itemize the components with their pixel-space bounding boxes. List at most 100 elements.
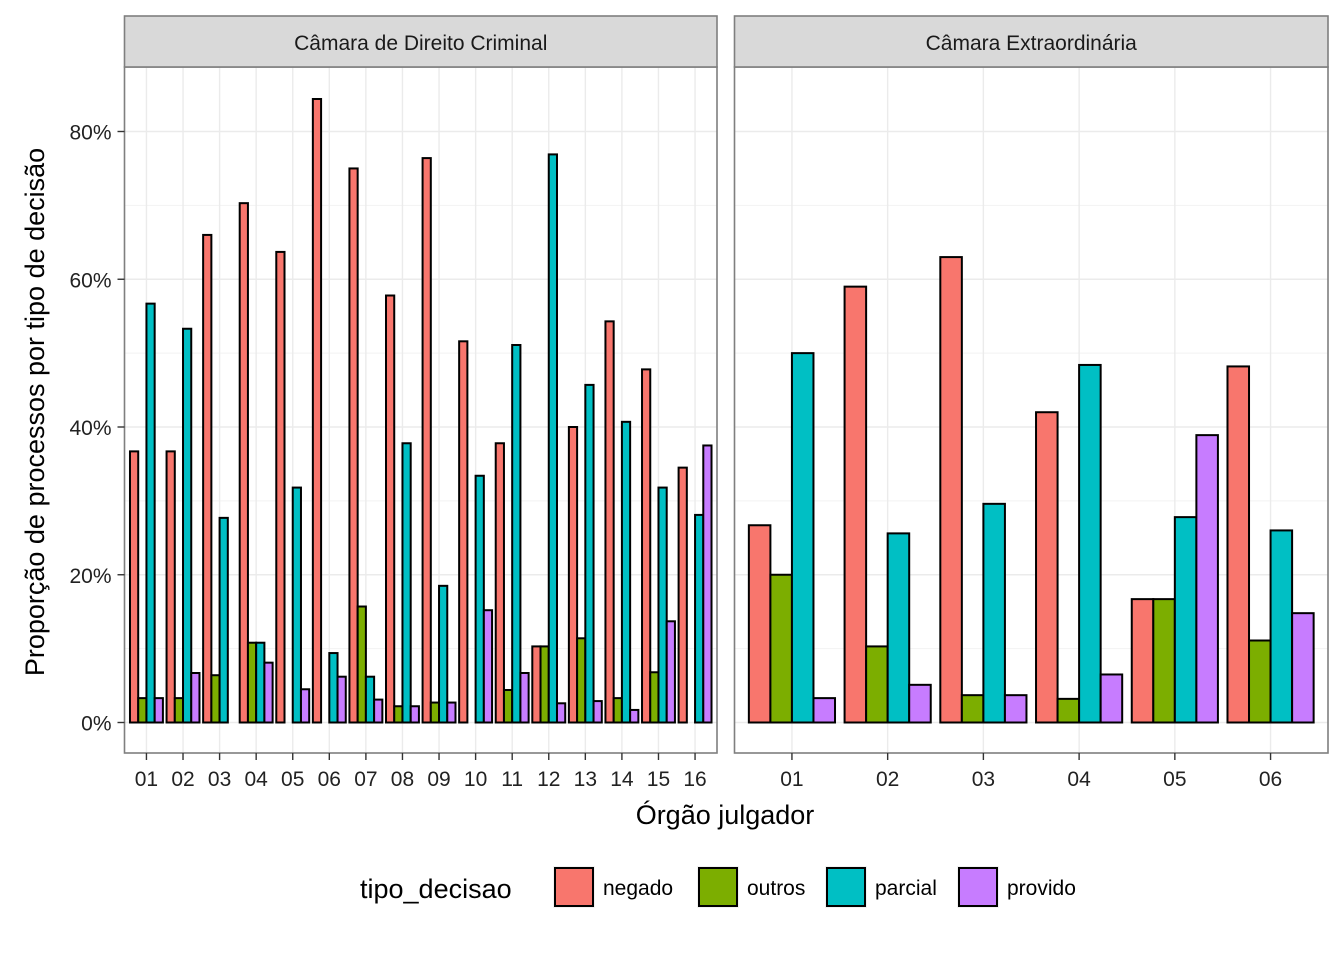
bar-parcial-02 bbox=[886, 532, 911, 724]
bar-outros-14 bbox=[612, 697, 623, 724]
bar-outros-06 bbox=[1248, 639, 1272, 724]
bar-outros-03 bbox=[960, 694, 985, 724]
bar-negado-14 bbox=[604, 320, 615, 724]
bar-negado-03 bbox=[939, 256, 963, 724]
bar-provido-02 bbox=[908, 683, 932, 724]
x-axis-title: Órgão julgador bbox=[636, 799, 815, 830]
bar-parcial-03 bbox=[218, 516, 229, 724]
bar-provido-11 bbox=[519, 672, 530, 724]
facet-strip-label: Câmara de Direito Criminal bbox=[294, 32, 547, 55]
bar-parcial-05 bbox=[1173, 516, 1198, 724]
x-axis: 01 02 03 04 05 06 07 08 09 10 11 12 13 14 15 16 01 02 03 04… bbox=[135, 753, 1282, 791]
x-tick-label: 04 bbox=[1067, 768, 1091, 791]
bar-negado-12 bbox=[531, 645, 542, 724]
bar-parcial-10 bbox=[474, 474, 485, 724]
bar-parcial-04 bbox=[255, 641, 266, 724]
bar-negado-04 bbox=[1035, 411, 1059, 724]
bar-negado-07 bbox=[348, 167, 359, 724]
bar-provido-01 bbox=[153, 697, 164, 724]
bar-outros-08 bbox=[393, 705, 404, 724]
bar-parcial-13 bbox=[584, 383, 595, 724]
legend-label: provido bbox=[1007, 877, 1076, 900]
panel-2 bbox=[733, 66, 1329, 754]
bar-parcial-08 bbox=[401, 442, 412, 724]
x-tick-label: 04 bbox=[244, 768, 268, 791]
bar-outros-12 bbox=[539, 645, 550, 724]
x-tick-label: 16 bbox=[683, 768, 706, 791]
bar-negado-01 bbox=[128, 450, 140, 724]
legend-key-swatch bbox=[554, 867, 594, 907]
x-tick-label: 06 bbox=[1259, 768, 1282, 791]
bar-provido-05 bbox=[299, 688, 311, 724]
legend-label: negado bbox=[603, 877, 673, 900]
facet-strip-1: Câmara de Direito Criminal bbox=[123, 15, 718, 68]
legend-item-parcial: parcial bbox=[825, 866, 937, 908]
facet-strips: Câmara de Direito Criminal Câmara Extraor… bbox=[123, 15, 1329, 68]
y-tick-label: 60% bbox=[69, 269, 111, 292]
x-tick-label: 02 bbox=[171, 768, 194, 791]
facet-strip-2: Câmara Extraordinária bbox=[733, 15, 1329, 68]
x-tick-label: 11 bbox=[501, 768, 523, 791]
bar-parcial-03 bbox=[982, 502, 1006, 724]
legend: tipo_decisao negado outros parcial provido bbox=[360, 866, 1076, 908]
bar-parcial-06 bbox=[1269, 529, 1294, 724]
bar-provido-13 bbox=[592, 700, 603, 724]
facet-strip-background bbox=[733, 15, 1329, 68]
x-tick-label: 03 bbox=[208, 768, 231, 791]
bar-provido-15 bbox=[665, 620, 676, 724]
bar-negado-10 bbox=[458, 340, 469, 724]
bar-outros-09 bbox=[429, 701, 441, 724]
bar-negado-15 bbox=[641, 368, 652, 724]
y-tick-label: 20% bbox=[69, 565, 111, 588]
legend-key-swatch bbox=[958, 867, 998, 907]
bar-negado-05 bbox=[275, 250, 286, 724]
bar-outros-03 bbox=[210, 674, 221, 724]
x-tick-label: 07 bbox=[354, 768, 377, 791]
x-tick-label: 05 bbox=[281, 768, 304, 791]
x-tick-label: 03 bbox=[972, 768, 995, 791]
bar-parcial-06 bbox=[328, 652, 339, 724]
bar-negado-16 bbox=[677, 466, 688, 724]
bar-provido-06 bbox=[336, 675, 347, 724]
bar-provido-16 bbox=[702, 444, 713, 724]
bar-negado-02 bbox=[165, 450, 176, 724]
bar-provido-12 bbox=[555, 702, 567, 724]
bar-provido-04 bbox=[1099, 673, 1124, 724]
bar-outros-01 bbox=[769, 573, 793, 724]
bar-provido-05 bbox=[1195, 434, 1219, 724]
bar-outros-07 bbox=[356, 605, 367, 724]
plot-panels bbox=[123, 66, 1329, 754]
bar-provido-06 bbox=[1291, 612, 1315, 724]
bar-provido-07 bbox=[373, 698, 384, 724]
legend-key-swatch bbox=[826, 867, 866, 907]
bar-provido-01 bbox=[812, 697, 837, 724]
legend-item-outros: outros bbox=[697, 866, 805, 908]
x-tick-label: 05 bbox=[1163, 768, 1186, 791]
bar-negado-13 bbox=[567, 426, 579, 724]
bar-outros-02 bbox=[865, 645, 889, 724]
bar-outros-01 bbox=[137, 697, 148, 724]
legend-label: outros bbox=[747, 877, 805, 900]
bar-outros-13 bbox=[576, 637, 587, 724]
legend-item-negado: negado bbox=[553, 866, 673, 908]
bar-parcial-07 bbox=[364, 675, 376, 724]
bar-parcial-09 bbox=[438, 584, 449, 724]
bar-negado-01 bbox=[747, 524, 772, 724]
bar-negado-05 bbox=[1130, 598, 1155, 724]
bar-provido-02 bbox=[190, 672, 201, 724]
legend-key-swatch bbox=[698, 867, 738, 907]
x-tick-label: 14 bbox=[610, 768, 634, 791]
bar-provido-03 bbox=[1003, 694, 1028, 724]
bar-negado-04 bbox=[238, 202, 249, 724]
x-tick-label: 08 bbox=[391, 768, 414, 791]
bar-parcial-16 bbox=[694, 513, 705, 724]
facet-strip-background bbox=[123, 15, 718, 68]
bar-parcial-04 bbox=[1078, 363, 1102, 724]
panel-1 bbox=[123, 66, 718, 754]
bar-outros-05 bbox=[1152, 598, 1176, 724]
bar-parcial-01 bbox=[790, 352, 815, 724]
y-tick-label: 40% bbox=[69, 417, 111, 440]
x-tick-label: 01 bbox=[135, 768, 158, 791]
legend-label: parcial bbox=[875, 877, 937, 900]
